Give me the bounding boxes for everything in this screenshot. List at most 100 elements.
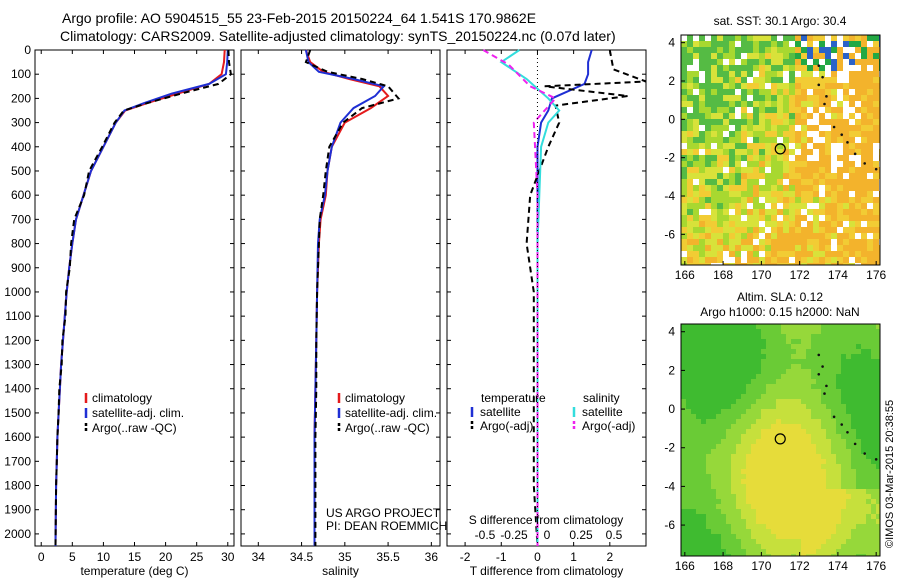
map-cell-sat-sst-map: [831, 227, 837, 233]
map-cell-altimetry-map: [741, 359, 746, 364]
map-cell-sat-sst-map: [759, 209, 765, 215]
map-cell-sat-sst-map: [747, 83, 753, 89]
map-cell-altimetry-map: [826, 434, 831, 439]
map-cell-altimetry-map: [691, 394, 696, 399]
map-cell-altimetry-map: [826, 349, 831, 354]
map-cell-sat-sst-map: [693, 53, 699, 59]
map-cell-altimetry-map: [731, 394, 736, 399]
map-cell-altimetry-map: [751, 469, 756, 474]
map-cell-altimetry-map: [756, 494, 761, 499]
map-x-tick-label: 174: [828, 268, 848, 282]
map-cell-sat-sst-map: [735, 263, 741, 265]
map-cell-sat-sst-map: [681, 143, 687, 149]
map-cell-altimetry-map: [811, 539, 816, 544]
map-cell-altimetry-map: [856, 544, 861, 549]
map-cell-altimetry-map: [726, 389, 731, 394]
map-cell-sat-sst-map: [741, 119, 747, 125]
map-cell-altimetry-map: [876, 539, 880, 544]
map-cell-altimetry-map: [826, 489, 831, 494]
map-cell-altimetry-map: [821, 544, 826, 549]
map-cell-sat-sst-map: [681, 83, 687, 89]
map-cell-altimetry-map: [781, 464, 786, 469]
map-cell-sat-sst-map: [693, 191, 699, 197]
map-cell-altimetry-map: [861, 344, 866, 349]
map-cell-sat-sst-map: [711, 191, 717, 197]
map-cell-sat-sst-map: [759, 53, 765, 59]
map-cell-altimetry-map: [836, 384, 841, 389]
map-cell-altimetry-map: [756, 474, 761, 479]
map-cell-altimetry-map: [796, 324, 801, 329]
map-cell-sat-sst-map: [873, 143, 879, 149]
map-cell-sat-sst-map: [825, 71, 831, 77]
map-cell-altimetry-map: [876, 489, 880, 494]
map-cell-altimetry-map: [836, 339, 841, 344]
map-cell-altimetry-map: [806, 434, 811, 439]
map-cell-altimetry-map: [746, 419, 751, 424]
map-cell-altimetry-map: [766, 489, 771, 494]
map-cell-altimetry-map: [686, 439, 691, 444]
map-cell-sat-sst-map: [843, 173, 849, 179]
map-cell-sat-sst-map: [711, 167, 717, 173]
map-cell-altimetry-map: [806, 469, 811, 474]
map-cell-sat-sst-map: [783, 35, 789, 41]
map-cell-sat-sst-map: [825, 143, 831, 149]
map-cell-altimetry-map: [856, 324, 861, 329]
map-cell-altimetry-map: [726, 434, 731, 439]
map-cell-sat-sst-map: [867, 53, 873, 59]
map-cell-sat-sst-map: [783, 137, 789, 143]
map-cell-altimetry-map: [756, 509, 761, 514]
map-cell-altimetry-map: [716, 379, 721, 384]
map-cell-sat-sst-map: [741, 173, 747, 179]
map-cell-altimetry-map: [861, 529, 866, 534]
map-cell-altimetry-map: [691, 544, 696, 549]
map-cell-sat-sst-map: [777, 143, 783, 149]
map-cell-sat-sst-map: [705, 179, 711, 185]
map-cell-sat-sst-map: [729, 143, 735, 149]
map-cell-sat-sst-map: [801, 35, 807, 41]
map-cell-altimetry-map: [876, 374, 880, 379]
map-cell-sat-sst-map: [777, 149, 783, 155]
map-cell-sat-sst-map: [795, 221, 801, 227]
map-cell-altimetry-map: [861, 399, 866, 404]
map-cell-sat-sst-map: [741, 197, 747, 203]
map-cell-altimetry-map: [721, 429, 726, 434]
map-cell-sat-sst-map: [867, 59, 873, 65]
map-cell-altimetry-map: [686, 394, 691, 399]
map-cell-sat-sst-map: [759, 113, 765, 119]
map-cell-sat-sst-map: [855, 101, 861, 107]
map-cell-altimetry-map: [796, 389, 801, 394]
map-cell-altimetry-map: [721, 544, 726, 549]
map-cell-sat-sst-map: [777, 197, 783, 203]
map-cell-sat-sst-map: [861, 89, 867, 95]
map-cell-altimetry-map: [856, 549, 861, 554]
map-title-sst: sat. SST: 30.1 Argo: 30.4: [714, 14, 847, 28]
map-cell-altimetry-map: [796, 454, 801, 459]
map-cell-altimetry-map: [796, 354, 801, 359]
map-cell-altimetry-map: [861, 474, 866, 479]
map-cell-sat-sst-map: [747, 221, 753, 227]
map-cell-sat-sst-map: [867, 95, 873, 101]
map-cell-altimetry-map: [751, 389, 756, 394]
map-cell-sat-sst-map: [795, 41, 801, 47]
map-cell-altimetry-map: [801, 344, 806, 349]
map-cell-altimetry-map: [876, 429, 880, 434]
map-cell-sat-sst-map: [747, 95, 753, 101]
map-cell-altimetry-map: [776, 539, 781, 544]
map-cell-altimetry-map: [816, 494, 821, 499]
map-cell-sat-sst-map: [687, 239, 693, 245]
map-cell-altimetry-map: [771, 399, 776, 404]
map-cell-altimetry-map: [766, 469, 771, 474]
map-cell-altimetry-map: [766, 349, 771, 354]
profile-location-marker: [774, 433, 786, 445]
map-cell-altimetry-map: [771, 524, 776, 529]
map-cell-altimetry-map: [766, 494, 771, 499]
map-cell-sat-sst-map: [753, 179, 759, 185]
map-cell-altimetry-map: [761, 449, 766, 454]
map-cell-sat-sst-map: [729, 101, 735, 107]
map-cell-altimetry-map: [746, 539, 751, 544]
map-cell-altimetry-map: [696, 439, 701, 444]
map-cell-sat-sst-map: [801, 137, 807, 143]
map-cell-sat-sst-map: [813, 161, 819, 167]
map-cell-sat-sst-map: [735, 197, 741, 203]
map-cell-altimetry-map: [711, 404, 716, 409]
